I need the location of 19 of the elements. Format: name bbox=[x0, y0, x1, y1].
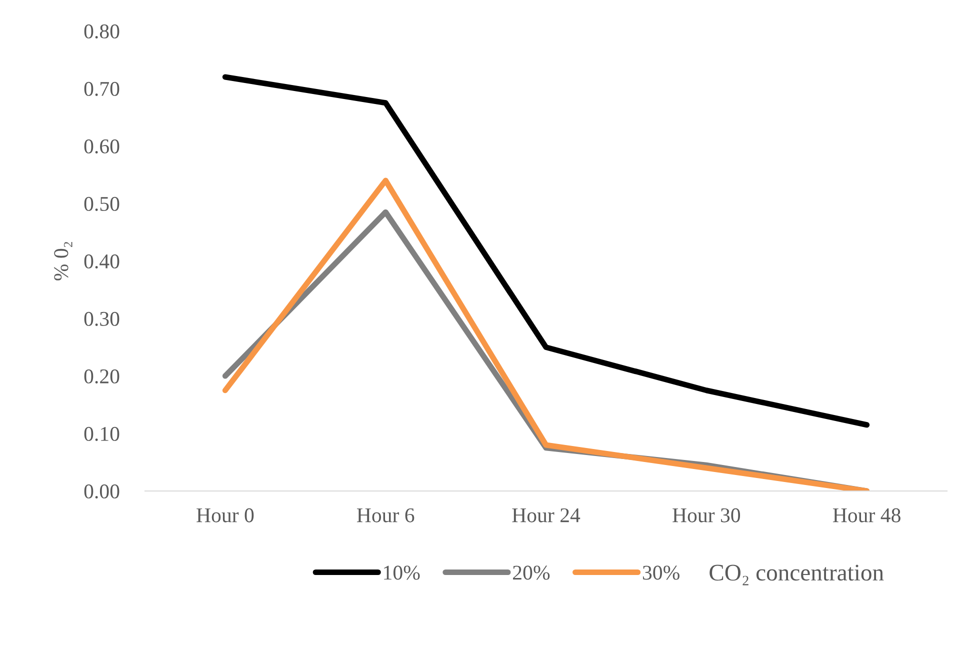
y-tick-label: 0.70 bbox=[84, 82, 120, 96]
y-tick-label: 0.10 bbox=[84, 426, 120, 442]
y-tick-label: 0.20 bbox=[84, 369, 120, 384]
x-tick-label: Hour 6 bbox=[356, 508, 414, 522]
x-tick-label: Hour 48 bbox=[832, 508, 900, 522]
y-tick-label: 0.00 bbox=[84, 484, 120, 499]
y-tick-label: 0.60 bbox=[84, 139, 120, 154]
y-tick-label: 0.80 bbox=[84, 24, 120, 39]
y-tick-label: 0.50 bbox=[84, 196, 120, 212]
x-tick-label: Hour 24 bbox=[512, 508, 580, 522]
y-tick-label: 0.40 bbox=[84, 254, 120, 269]
legend-label: 20% bbox=[513, 566, 550, 580]
y-tick-label: 0.30 bbox=[84, 312, 120, 326]
legend-label: 10% bbox=[384, 566, 420, 580]
legend-label: 30% bbox=[642, 566, 680, 580]
y-axis-title: % 0₂ bbox=[54, 242, 72, 280]
legend-title: CO₂ concentration bbox=[710, 564, 884, 586]
x-tick-label: Hour 30 bbox=[672, 508, 740, 522]
x-tick-label: Hour 0 bbox=[196, 508, 254, 522]
